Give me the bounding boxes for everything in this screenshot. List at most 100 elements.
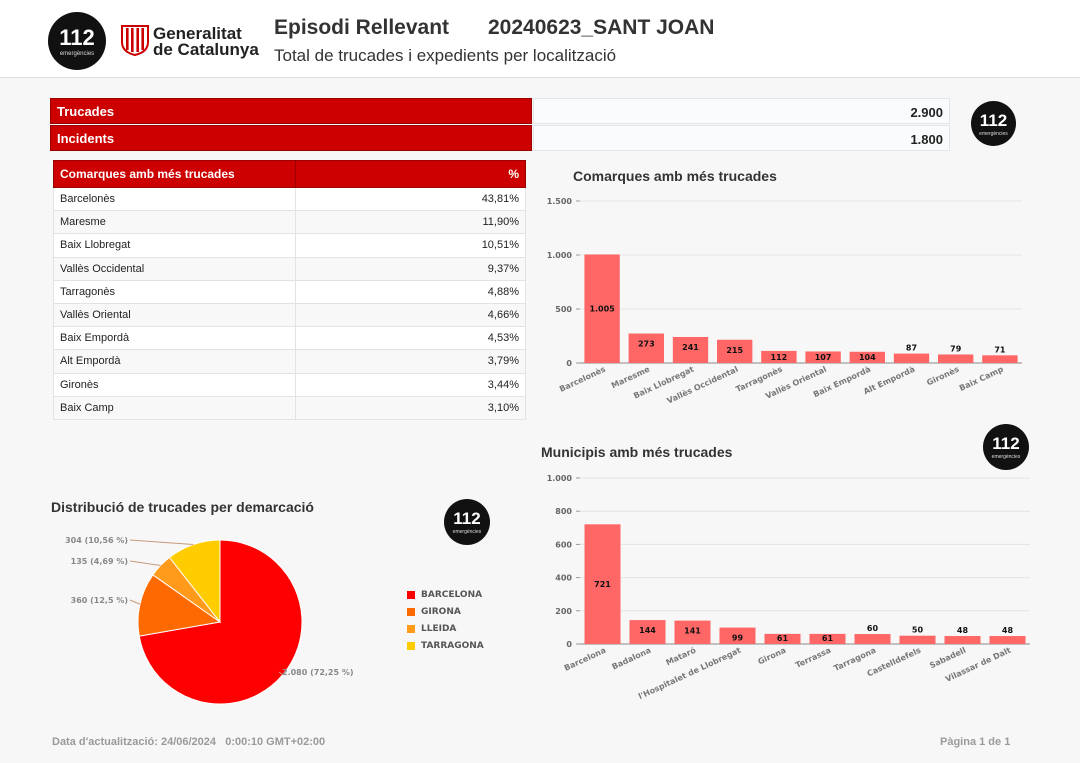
pie-slice-label: 360 (12,5 %) <box>71 596 128 605</box>
legend-swatch <box>407 624 415 633</box>
comarca-name: Maresme <box>53 210 296 235</box>
table-row: Alt Empordà 3,79% <box>53 349 526 374</box>
episode-name: 20240623_SANT JOAN <box>488 16 715 39</box>
data-label: 241 <box>682 343 699 352</box>
x-tick-label: Terrassa <box>794 646 832 670</box>
table-row: Barcelonès 43,81% <box>53 186 526 212</box>
pie-leader-line <box>129 599 141 605</box>
comarca-percent: 10,51% <box>295 233 526 258</box>
demarcacio-pie-chart: 2.080 (72,25 %) 360 (12,5 %) 135 (4,69 %) 3… <box>65 536 354 705</box>
table-row: Maresme 11,90% <box>53 210 526 235</box>
bar <box>938 354 974 363</box>
bar <box>719 627 756 644</box>
table-row: Vallès Oriental 4,66% <box>53 302 526 328</box>
bar <box>805 351 841 363</box>
x-tick-label: Barcelona <box>563 646 608 673</box>
data-label: 273 <box>638 340 655 349</box>
bar <box>944 636 981 644</box>
bar <box>854 634 891 644</box>
municipis-chart-title: Municipis amb més trucades <box>541 444 733 460</box>
comarca-percent: 3,44% <box>295 372 526 397</box>
trucades-value: 2.900 <box>533 98 950 124</box>
comarca-percent: 3,79% <box>295 349 526 374</box>
bar <box>717 339 753 363</box>
y-tick-label: 0 <box>566 359 572 368</box>
legend-item-girona: GIRONA <box>407 607 461 617</box>
comarca-name: Baix Camp <box>53 395 296 420</box>
x-tick-label: Barcelonès <box>558 364 608 394</box>
bar <box>674 620 711 644</box>
table-row: Tarragonès 4,88% <box>53 279 526 304</box>
comarca-name: Barcelonès <box>53 186 296 212</box>
logo-112-icon: 112 emergències <box>444 499 490 545</box>
pie-slice-label: 2.080 (72,25 %) <box>282 668 354 677</box>
comarca-name: Vallès Oriental <box>53 302 296 328</box>
bar <box>764 633 801 644</box>
generalitat-logo-icon <box>121 25 149 56</box>
bar <box>584 524 621 644</box>
pie-slice-label: 135 (4,69 %) <box>71 557 128 566</box>
comarca-name: Alt Empordà <box>53 349 296 374</box>
pie-slice <box>137 574 222 637</box>
data-label: 61 <box>822 634 834 643</box>
y-tick-label: 1.000 <box>547 251 573 260</box>
municipis-bar-chart: 0 200 400 600 800 1.000 721 Barcelona 144 Badalon… <box>547 474 1030 701</box>
data-label: 50 <box>912 626 924 635</box>
data-label: 71 <box>994 345 1006 354</box>
legend-item-barcelona: BARCELONA <box>407 590 482 600</box>
comarca-name: Gironès <box>53 372 296 397</box>
data-label: 48 <box>957 626 969 635</box>
x-tick-label: Vallès Occidental <box>665 364 740 406</box>
data-label: 60 <box>867 624 879 633</box>
comarca-name: Baix Llobregat <box>53 233 296 258</box>
comarca-percent: 9,37% <box>295 256 526 281</box>
logo-112-icon: 112 emergències <box>48 12 106 70</box>
bar <box>989 636 1026 644</box>
generalitat-name: Generalitat de Catalunya <box>153 24 259 59</box>
pie-leader-line <box>278 671 284 676</box>
data-label: 87 <box>906 344 917 353</box>
y-tick-label: 0 <box>566 640 572 649</box>
comarca-percent: 3,10% <box>295 395 526 420</box>
pie-slice <box>168 539 221 624</box>
data-label: 144 <box>639 626 656 635</box>
data-label: 141 <box>684 627 701 636</box>
report-header: 112 emergències Generalitat de Catalunya… <box>0 0 1080 78</box>
table-row: Baix Camp 3,10% <box>53 395 526 420</box>
data-label: 215 <box>726 346 743 355</box>
column-header-comarca: Comarques amb més trucades <box>53 160 296 188</box>
bar <box>584 254 620 363</box>
incidents-label: Incidents <box>50 125 532 151</box>
y-tick-label: 600 <box>555 540 572 549</box>
comarca-percent: 4,88% <box>295 279 526 304</box>
table-row: Baix Llobregat 10,51% <box>53 233 526 258</box>
bar <box>893 353 930 363</box>
table-row: Gironès 3,44% <box>53 372 526 397</box>
comarca-percent: 4,66% <box>295 302 526 328</box>
comarca-name: Tarragonès <box>53 279 296 304</box>
x-tick-label: Girona <box>756 646 787 667</box>
incidents-value: 1.800 <box>533 125 950 151</box>
bar <box>982 355 1018 363</box>
bar <box>629 620 666 644</box>
x-tick-label: Baix Camp <box>958 365 1005 393</box>
x-tick-label: Badalona <box>611 646 653 672</box>
comarca-name: Baix Empordà <box>53 326 296 351</box>
y-tick-label: 1.500 <box>547 197 573 206</box>
legend-item-lleida: LLEIDA <box>407 624 456 634</box>
logo-112-icon: 112 emergències <box>983 424 1029 470</box>
legend-swatch <box>407 590 415 599</box>
comarques-table: Comarques amb més trucades % Barcelonès 4… <box>53 160 526 420</box>
data-label: 99 <box>732 634 744 643</box>
data-label: 112 <box>771 353 788 362</box>
bar <box>849 351 885 363</box>
data-label: 1.005 <box>589 305 615 314</box>
page-indicator: Pàgina 1 de 1 <box>940 736 1011 748</box>
legend-swatch <box>407 641 415 650</box>
data-label: 107 <box>815 353 832 362</box>
page-title: Episodi Rellevant <box>274 16 450 39</box>
x-tick-label: Gironès <box>925 364 961 388</box>
comarca-percent: 11,90% <box>295 210 526 235</box>
bar <box>628 333 664 363</box>
bar <box>761 350 797 363</box>
